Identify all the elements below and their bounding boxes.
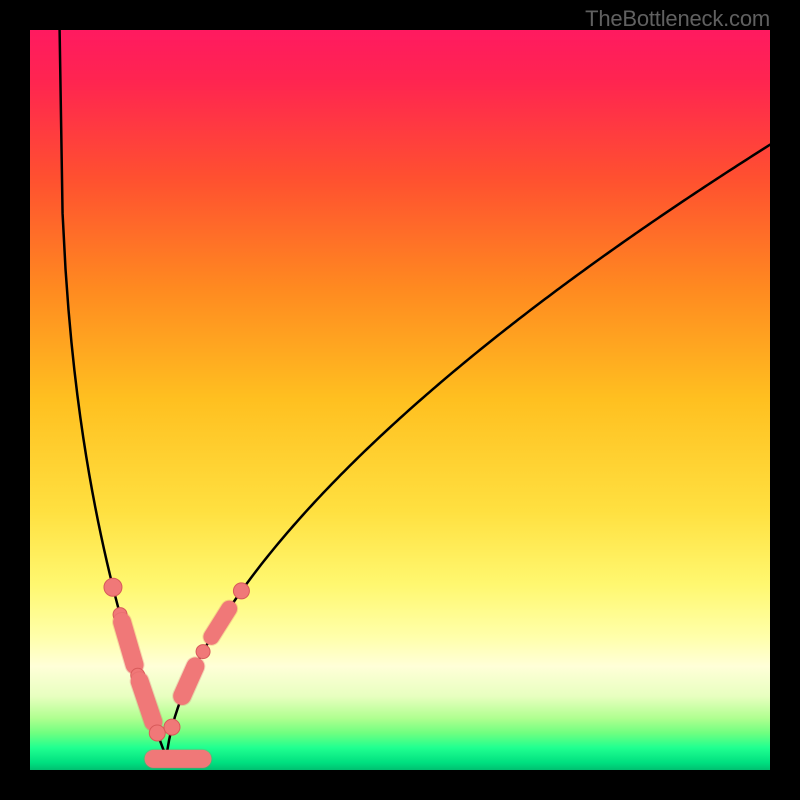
watermark-text: TheBottleneck.com [585,6,770,32]
chart-stage: TheBottleneck.com [0,0,800,800]
plot-gradient-background [30,30,770,770]
